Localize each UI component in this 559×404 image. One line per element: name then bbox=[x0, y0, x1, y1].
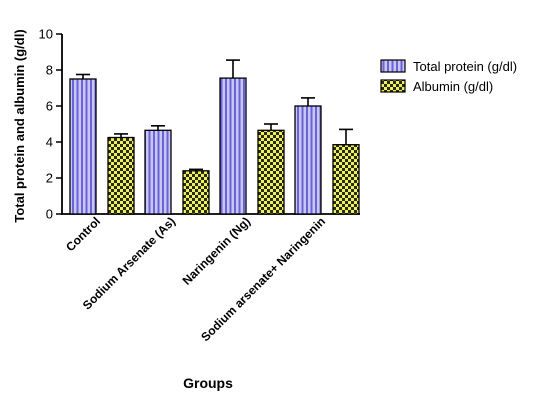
x-axis-label: Groups bbox=[183, 375, 233, 391]
x-category-label: Control bbox=[63, 214, 103, 254]
y-axis-label: Total protein and albumin (g/dl) bbox=[12, 29, 27, 222]
x-category-label: Naringenin (Ng) bbox=[180, 214, 254, 288]
y-tick-label: 6 bbox=[46, 99, 53, 114]
bar-albumin bbox=[332, 144, 360, 215]
bar-albumin bbox=[257, 129, 285, 215]
legend-label-albumin: Albumin (g/dl) bbox=[413, 79, 493, 94]
y-tick-label: 2 bbox=[46, 171, 53, 186]
x-category-label: Sodium arsenate+ Naringenin bbox=[198, 214, 328, 344]
bar-albumin bbox=[107, 136, 135, 215]
y-tick-label: 8 bbox=[46, 63, 53, 78]
bar-total-protein bbox=[69, 78, 97, 215]
bar-total-protein bbox=[144, 129, 172, 215]
y-tick-label: 0 bbox=[46, 207, 53, 222]
bar-total-protein bbox=[219, 77, 247, 215]
legend: Total protein (g/dl) Albumin (g/dl) bbox=[380, 59, 517, 94]
y-tick-label: 10 bbox=[39, 27, 53, 42]
bar-albumin bbox=[182, 170, 210, 215]
legend-swatch-albumin bbox=[380, 79, 406, 93]
bar-total-protein bbox=[294, 105, 322, 215]
legend-swatch-total-protein bbox=[380, 59, 406, 73]
legend-label-total-protein: Total protein (g/dl) bbox=[413, 59, 517, 74]
y-tick-label: 4 bbox=[46, 135, 53, 150]
